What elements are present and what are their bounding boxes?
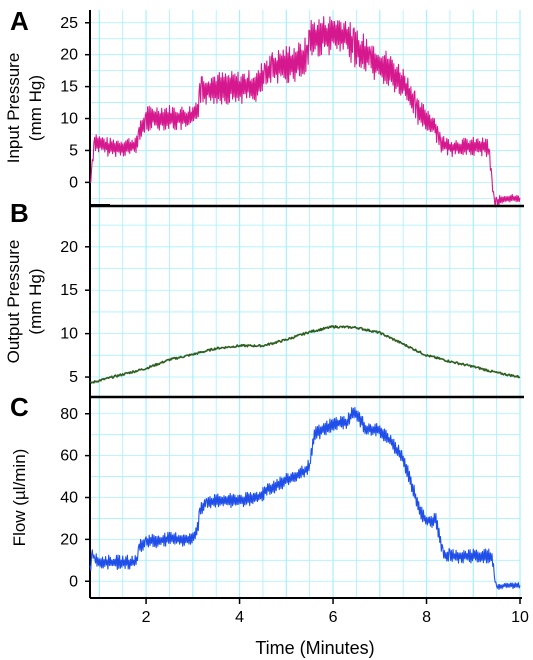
y-tick-label: 10: [60, 326, 78, 343]
series-line-b: [89, 324, 521, 384]
panel-letter-c: C: [10, 392, 29, 422]
y-axis-label: (mm Hg): [26, 268, 45, 334]
x-axis-label: Time (Minutes): [255, 638, 374, 658]
y-tick-label: 15: [60, 79, 78, 96]
series-line-a: [89, 16, 521, 208]
y-tick-label: 25: [60, 15, 78, 32]
y-axis-label: Flow (µl/min): [10, 449, 29, 547]
y-tick-label: 5: [69, 142, 78, 159]
y-tick-label: 20: [60, 239, 78, 256]
y-tick-label: 5: [69, 369, 78, 386]
panel-c: 0 20 40 60 80 C Flow (µl/min) 2 4 6 8 10 Time (Minut…: [10, 392, 529, 658]
x-tick-label: 8: [422, 609, 431, 626]
y-tick-label: 80: [60, 406, 78, 423]
panel-letter-a: A: [10, 6, 29, 36]
y-tick-label: 40: [60, 490, 78, 507]
y-tick-label: 15: [60, 282, 78, 299]
panel-a: 0 5 10 15 20 25 A Input Pressure (mm Hg): [4, 6, 521, 208]
x-tick-label: 4: [235, 609, 244, 626]
series-line-c: [89, 406, 521, 591]
y-tick-label: 20: [60, 47, 78, 64]
y-tick-label: 20: [60, 531, 78, 548]
panel-letter-b: B: [10, 198, 29, 228]
x-tick-label: 10: [511, 609, 529, 626]
y-tick-label: 60: [60, 448, 78, 465]
x-tick-label: 6: [329, 609, 338, 626]
y-tick-label: 0: [69, 573, 78, 590]
y-axis-label: (mm Hg): [26, 75, 45, 141]
y-tick-label: 0: [69, 174, 78, 191]
y-tick-label: 10: [60, 111, 78, 128]
x-tick-label: 2: [142, 609, 151, 626]
grid-lines: [90, 206, 521, 397]
y-axis-label: Output Pressure: [4, 240, 23, 364]
grid-lines: [90, 397, 521, 598]
panel-b: 5 10 15 20 B Output Pressure (mm Hg): [4, 198, 524, 397]
y-axis-label: Input Pressure: [4, 53, 23, 164]
